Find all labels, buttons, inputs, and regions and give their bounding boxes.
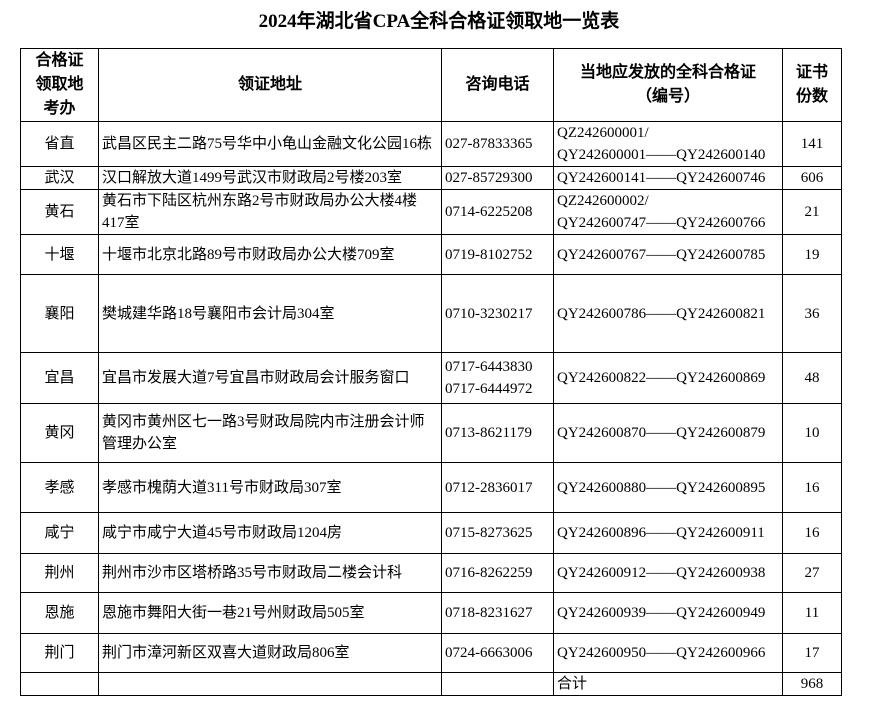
phone-cell: 0717-6443830 0717-6444972 bbox=[441, 352, 554, 404]
numbers-cell: QY242600786——QY242600821 bbox=[553, 274, 783, 353]
count-cell: 17 bbox=[782, 633, 842, 673]
numbers-cell: QY242600822——QY242600869 bbox=[553, 352, 783, 404]
address-cell: 荆门市漳河新区双喜大道财政局806室 bbox=[98, 633, 442, 673]
office-cell: 武汉 bbox=[20, 166, 99, 190]
count-cell: 16 bbox=[782, 512, 842, 554]
table-row: 孝感 孝感市槐荫大道311号市财政局307室 0712-2836017 QY24… bbox=[20, 462, 842, 513]
certificate-table: 合格证领取地考办 领证地址 咨询电话 当地应发放的全科合格证 （编号） 证书份数 … bbox=[20, 48, 842, 696]
address-cell: 黄石市下陆区杭州东路2号市财政局办公大楼4楼417室 bbox=[98, 189, 442, 235]
numbers-cell: QY242600767——QY242600785 bbox=[553, 234, 783, 275]
address-cell: 孝感市槐荫大道311号市财政局307室 bbox=[98, 462, 442, 513]
office-cell: 十堰 bbox=[20, 234, 99, 275]
table-row: 黄石 黄石市下陆区杭州东路2号市财政局办公大楼4楼417室 0714-62252… bbox=[20, 189, 842, 235]
count-cell: 48 bbox=[782, 352, 842, 404]
office-cell: 襄阳 bbox=[20, 274, 99, 353]
header-numbers: 当地应发放的全科合格证 （编号） bbox=[553, 48, 783, 122]
phone-cell: 0724-6663006 bbox=[441, 633, 554, 673]
address-cell: 咸宁市咸宁大道45号市财政局1204房 bbox=[98, 512, 442, 554]
numbers-cell: QY242600912——QY242600938 bbox=[553, 553, 783, 593]
count-cell: 16 bbox=[782, 462, 842, 513]
phone-cell: 0716-8262259 bbox=[441, 553, 554, 593]
numbers-cell: QZ242600001/QY242600001——QY242600140 bbox=[553, 121, 783, 167]
count-cell: 11 bbox=[782, 592, 842, 634]
numbers-cell: QY242600950——QY242600966 bbox=[553, 633, 783, 673]
table-row: 恩施 恩施市舞阳大街一巷21号州财政局505室 0718-8231627 QY2… bbox=[20, 592, 842, 634]
count-cell: 36 bbox=[782, 274, 842, 353]
office-cell: 黄石 bbox=[20, 189, 99, 235]
table-row: 十堰 十堰市北京北路89号市财政局办公大楼709室 0719-8102752 Q… bbox=[20, 234, 842, 275]
address-cell: 武昌区民主二路75号华中小龟山金融文化公园16栋 bbox=[98, 121, 442, 167]
table-row: 荆州 荆州市沙市区塔桥路35号市财政局二楼会计科 0716-8262259 QY… bbox=[20, 553, 842, 593]
address-cell: 樊城建华路18号襄阳市会计局304室 bbox=[98, 274, 442, 353]
phone-cell: 027-85729300 bbox=[441, 166, 554, 190]
table-row: 襄阳 樊城建华路18号襄阳市会计局304室 0710-3230217 QY242… bbox=[20, 274, 842, 353]
count-cell: 141 bbox=[782, 121, 842, 167]
address-cell: 黄冈市黄州区七一路3号财政局院内市注册会计师管理办公室 bbox=[98, 403, 442, 463]
count-cell: 27 bbox=[782, 553, 842, 593]
office-cell: 荆门 bbox=[20, 633, 99, 673]
address-cell: 汉口解放大道1499号武汉市财政局2号楼203室 bbox=[98, 166, 442, 190]
address-cell: 荆州市沙市区塔桥路35号市财政局二楼会计科 bbox=[98, 553, 442, 593]
phone-cell: 027-87833365 bbox=[441, 121, 554, 167]
table-row: 咸宁 咸宁市咸宁大道45号市财政局1204房 0715-8273625 QY24… bbox=[20, 512, 842, 554]
phone-cell: 0713-8621179 bbox=[441, 403, 554, 463]
numbers-cell: QY242600880——QY242600895 bbox=[553, 462, 783, 513]
phone-cell: 0710-3230217 bbox=[441, 274, 554, 353]
office-cell: 咸宁 bbox=[20, 512, 99, 554]
numbers-cell: QY242600141——QY242600746 bbox=[553, 166, 783, 190]
total-label: 合计 bbox=[553, 672, 783, 696]
office-cell: 孝感 bbox=[20, 462, 99, 513]
phone-cell: 0718-8231627 bbox=[441, 592, 554, 634]
numbers-cell: QZ242600002/QY242600747——QY242600766 bbox=[553, 189, 783, 235]
phone-cell: 0714-6225208 bbox=[441, 189, 554, 235]
header-address: 领证地址 bbox=[98, 48, 442, 122]
total-count: 968 bbox=[782, 672, 842, 696]
count-cell: 10 bbox=[782, 403, 842, 463]
office-cell: 荆州 bbox=[20, 553, 99, 593]
total-row: 合计 968 bbox=[20, 672, 842, 696]
office-cell: 黄冈 bbox=[20, 403, 99, 463]
count-cell: 21 bbox=[782, 189, 842, 235]
table-row: 省直 武昌区民主二路75号华中小龟山金融文化公园16栋 027-87833365… bbox=[20, 121, 842, 167]
address-cell: 宜昌市发展大道7号宜昌市财政局会计服务窗口 bbox=[98, 352, 442, 404]
table-row: 黄冈 黄冈市黄州区七一路3号财政局院内市注册会计师管理办公室 0713-8621… bbox=[20, 403, 842, 463]
page-title: 2024年湖北省CPA全科合格证领取地一览表 bbox=[258, 11, 620, 32]
office-cell: 省直 bbox=[20, 121, 99, 167]
phone-cell: 0715-8273625 bbox=[441, 512, 554, 554]
office-cell: 宜昌 bbox=[20, 352, 99, 404]
numbers-cell: QY242600939——QY242600949 bbox=[553, 592, 783, 634]
address-cell: 十堰市北京北路89号市财政局办公大楼709室 bbox=[98, 234, 442, 275]
count-cell: 606 bbox=[782, 166, 842, 190]
address-cell: 恩施市舞阳大街一巷21号州财政局505室 bbox=[98, 592, 442, 634]
office-cell: 恩施 bbox=[20, 592, 99, 634]
phone-cell: 0719-8102752 bbox=[441, 234, 554, 275]
header-count: 证书份数 bbox=[782, 48, 842, 122]
count-cell: 19 bbox=[782, 234, 842, 275]
numbers-cell: QY242600896——QY242600911 bbox=[553, 512, 783, 554]
table-row: 武汉 汉口解放大道1499号武汉市财政局2号楼203室 027-85729300… bbox=[20, 166, 842, 190]
phone-cell: 0712-2836017 bbox=[441, 462, 554, 513]
header-office: 合格证领取地考办 bbox=[20, 48, 99, 122]
table-row: 荆门 荆门市漳河新区双喜大道财政局806室 0724-6663006 QY242… bbox=[20, 633, 842, 673]
header-phone: 咨询电话 bbox=[441, 48, 554, 122]
numbers-cell: QY242600870——QY242600879 bbox=[553, 403, 783, 463]
table-row: 宜昌 宜昌市发展大道7号宜昌市财政局会计服务窗口 0717-6443830 071… bbox=[20, 352, 842, 404]
